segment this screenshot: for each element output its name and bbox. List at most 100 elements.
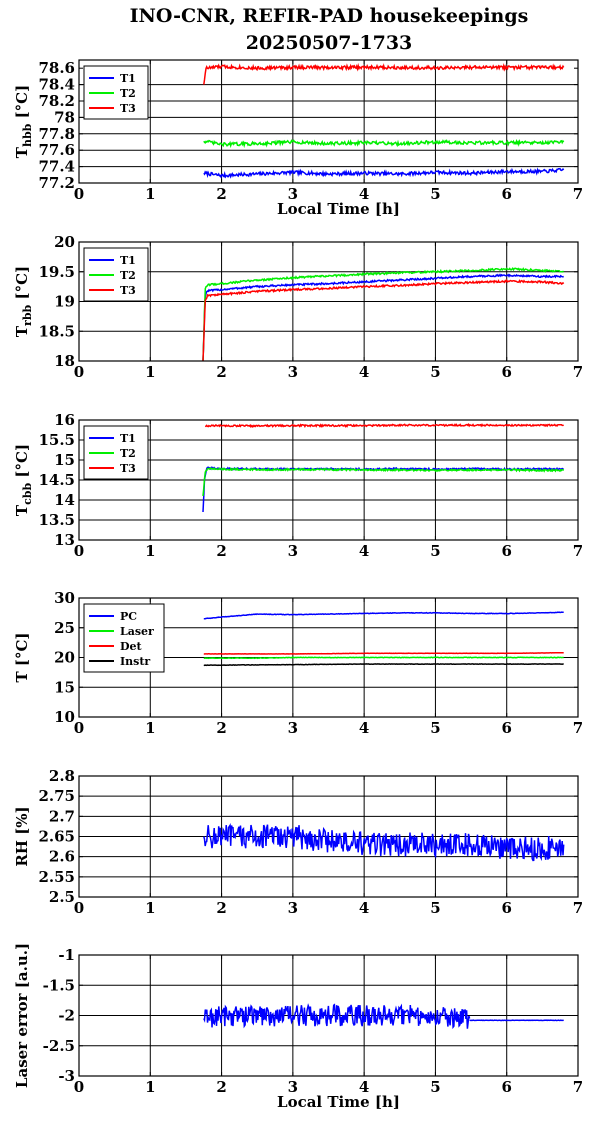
- y-axis-label: Thbb [°C]: [13, 85, 34, 158]
- legend-label-t1: T1: [120, 254, 136, 267]
- y-tick-label: 2.75: [38, 787, 75, 805]
- y-tick-label: 13: [54, 531, 75, 549]
- x-tick-label: 5: [430, 899, 440, 917]
- x-tick-label: 6: [501, 185, 511, 203]
- x-tick-label: 1: [145, 719, 155, 737]
- series-group: [203, 268, 564, 361]
- x-tick-label: 6: [501, 542, 511, 560]
- y-tick-label: 15.5: [38, 431, 75, 449]
- x-tick-label: 0: [74, 1078, 84, 1096]
- y-tick-label: 20: [54, 233, 75, 251]
- y-tick-label: -2: [58, 1007, 75, 1025]
- y-tick-label: 18: [54, 352, 75, 370]
- x-tick-label: 3: [288, 542, 298, 560]
- y-axis-label: Trbb [°C]: [13, 266, 34, 337]
- x-axis-label: Local Time [h]: [277, 200, 400, 218]
- series-group: [204, 825, 564, 861]
- x-tick-label: 2: [216, 719, 226, 737]
- legend-label-t3: T3: [120, 102, 136, 115]
- series-line-t1: [203, 467, 564, 512]
- y-tick-label: -1: [58, 946, 75, 964]
- x-tick-label: 1: [145, 185, 155, 203]
- y-tick-label: 77.4: [38, 158, 75, 176]
- x-tick-label: 7: [573, 185, 583, 203]
- x-tick-label: 5: [430, 719, 440, 737]
- y-tick-label: 77.2: [38, 174, 75, 192]
- x-tick-label: 7: [573, 363, 583, 381]
- series-line-t3: [204, 65, 564, 84]
- y-tick-label: 10: [54, 708, 75, 726]
- x-tick-label: 0: [74, 719, 84, 737]
- legend: T1 T2 T3: [84, 66, 148, 119]
- y-tick-label: 2.6: [49, 848, 75, 866]
- series-line-data: [204, 825, 564, 861]
- y-tick-label: 78: [54, 108, 75, 126]
- figure-title-line1: INO-CNR, REFIR-PAD housekeepings: [130, 5, 529, 27]
- y-tick-label: 20: [54, 649, 75, 667]
- x-tick-label: 6: [501, 899, 511, 917]
- y-tick-label: 30: [54, 589, 75, 607]
- legend-label-t2: T2: [120, 87, 136, 100]
- y-tick-label: 78.2: [38, 92, 75, 110]
- y-tick-label: 18.5: [38, 322, 75, 340]
- legend-label-t3: T3: [120, 462, 136, 475]
- x-tick-label: 5: [430, 363, 440, 381]
- x-tick-label: 5: [430, 185, 440, 203]
- y-tick-label: 15: [54, 678, 75, 696]
- series-line-data: [204, 1005, 470, 1029]
- y-tick-label: 77.6: [38, 141, 75, 159]
- y-axis-label: RH [%]: [13, 806, 31, 866]
- x-tick-label: 5: [430, 542, 440, 560]
- x-tick-label: 2: [216, 899, 226, 917]
- series-line-pc: [204, 612, 564, 619]
- x-tick-label: 2: [216, 542, 226, 560]
- x-tick-label: 0: [74, 363, 84, 381]
- x-tick-label: 7: [573, 1078, 583, 1096]
- y-tick-label: 13.5: [38, 511, 75, 529]
- series-group: [204, 65, 564, 177]
- y-axis-label: Tcbb [°C]: [13, 444, 34, 516]
- series-line-t1: [203, 275, 564, 361]
- series-group: [203, 424, 564, 512]
- x-tick-label: 4: [359, 899, 369, 917]
- y-tick-label: 25: [54, 619, 75, 637]
- y-tick-label: 2.55: [38, 868, 75, 886]
- legend-label-t1: T1: [120, 72, 136, 85]
- series-line-t3: [203, 280, 564, 361]
- y-tick-label: 2.7: [49, 807, 75, 825]
- x-tick-label: 6: [501, 719, 511, 737]
- x-tick-label: 4: [359, 363, 369, 381]
- x-axis-label: Local Time [h]: [277, 1093, 400, 1111]
- x-tick-label: 4: [359, 542, 369, 560]
- x-tick-label: 1: [145, 899, 155, 917]
- y-tick-label: 2.65: [38, 828, 75, 846]
- y-tick-label: 14.5: [38, 471, 75, 489]
- y-tick-label: 19: [54, 293, 75, 311]
- x-tick-label: 0: [74, 185, 84, 203]
- legend-label-t2: T2: [120, 269, 136, 282]
- y-tick-label: -3: [58, 1067, 75, 1085]
- y-tick-label: 2.5: [49, 888, 75, 906]
- x-tick-label: 7: [573, 719, 583, 737]
- y-tick-label: 78.4: [38, 76, 75, 94]
- x-tick-label: 6: [501, 363, 511, 381]
- x-tick-label: 6: [501, 1078, 511, 1096]
- legend-label-laser: Laser: [120, 625, 154, 638]
- x-tick-label: 1: [145, 1078, 155, 1096]
- series-line-instr: [204, 664, 564, 665]
- series-line-t2: [204, 141, 564, 146]
- legend-label-t2: T2: [120, 447, 136, 460]
- y-tick-label: -2.5: [43, 1037, 75, 1055]
- series-group: [204, 1005, 564, 1029]
- x-tick-label: 1: [145, 542, 155, 560]
- x-tick-label: 2: [216, 1078, 226, 1096]
- legend-label-t1: T1: [120, 432, 136, 445]
- x-tick-label: 3: [288, 719, 298, 737]
- figure-title-line2: 20250507-1733: [246, 32, 413, 54]
